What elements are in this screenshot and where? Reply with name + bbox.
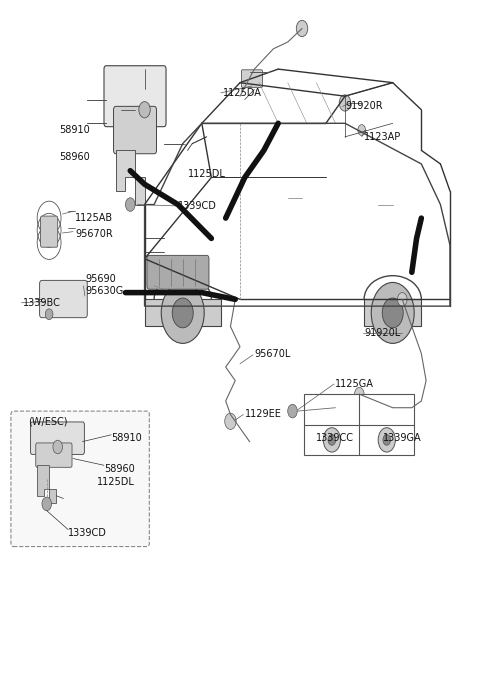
Text: 1339CD: 1339CD (68, 528, 107, 538)
Text: 1123AP: 1123AP (364, 132, 401, 142)
Circle shape (328, 435, 336, 445)
Circle shape (42, 497, 51, 511)
Text: 91920R: 91920R (345, 101, 383, 112)
Circle shape (161, 282, 204, 343)
Polygon shape (144, 299, 221, 326)
Circle shape (371, 282, 414, 343)
Circle shape (139, 101, 150, 118)
Circle shape (339, 95, 351, 111)
Circle shape (382, 298, 403, 328)
Bar (304, 394, 414, 455)
Text: 1339CD: 1339CD (178, 201, 217, 211)
Circle shape (225, 413, 236, 429)
FancyBboxPatch shape (40, 216, 58, 248)
Text: (W/ESC): (W/ESC) (28, 416, 67, 426)
Text: 1125AB: 1125AB (75, 213, 113, 223)
Text: 1339CC: 1339CC (316, 433, 354, 443)
Text: 91920L: 91920L (364, 328, 400, 338)
FancyBboxPatch shape (104, 66, 166, 126)
Text: 1125GA: 1125GA (336, 379, 374, 389)
Circle shape (172, 298, 193, 328)
Circle shape (296, 20, 308, 37)
Text: 1125DL: 1125DL (188, 169, 226, 179)
FancyBboxPatch shape (39, 280, 87, 318)
FancyBboxPatch shape (11, 411, 149, 547)
FancyBboxPatch shape (31, 422, 84, 454)
FancyBboxPatch shape (147, 256, 209, 289)
Circle shape (125, 198, 135, 211)
Polygon shape (37, 465, 56, 503)
Text: 58910: 58910 (59, 125, 90, 135)
Text: 95630G: 95630G (85, 286, 123, 296)
FancyBboxPatch shape (36, 443, 72, 467)
Polygon shape (364, 299, 421, 326)
Text: 1125DA: 1125DA (223, 88, 262, 98)
Circle shape (383, 435, 391, 445)
Circle shape (323, 428, 340, 452)
Circle shape (45, 309, 53, 320)
Text: 58910: 58910 (111, 433, 142, 443)
Circle shape (53, 440, 62, 454)
FancyBboxPatch shape (241, 70, 263, 88)
Circle shape (355, 388, 364, 401)
Circle shape (378, 428, 396, 452)
Text: 58960: 58960 (59, 152, 90, 162)
Polygon shape (116, 150, 144, 205)
Text: 95670R: 95670R (75, 228, 113, 239)
Text: 95690: 95690 (85, 274, 116, 284)
FancyBboxPatch shape (114, 106, 156, 154)
Text: 1339GA: 1339GA (383, 433, 421, 443)
Text: 1125DL: 1125DL (97, 477, 135, 487)
Text: 1129EE: 1129EE (245, 409, 282, 420)
Text: 95670L: 95670L (254, 349, 291, 358)
Circle shape (288, 405, 297, 418)
Text: 58960: 58960 (104, 464, 135, 474)
Circle shape (397, 292, 407, 306)
Circle shape (358, 124, 365, 135)
Text: 1339BC: 1339BC (23, 298, 61, 308)
